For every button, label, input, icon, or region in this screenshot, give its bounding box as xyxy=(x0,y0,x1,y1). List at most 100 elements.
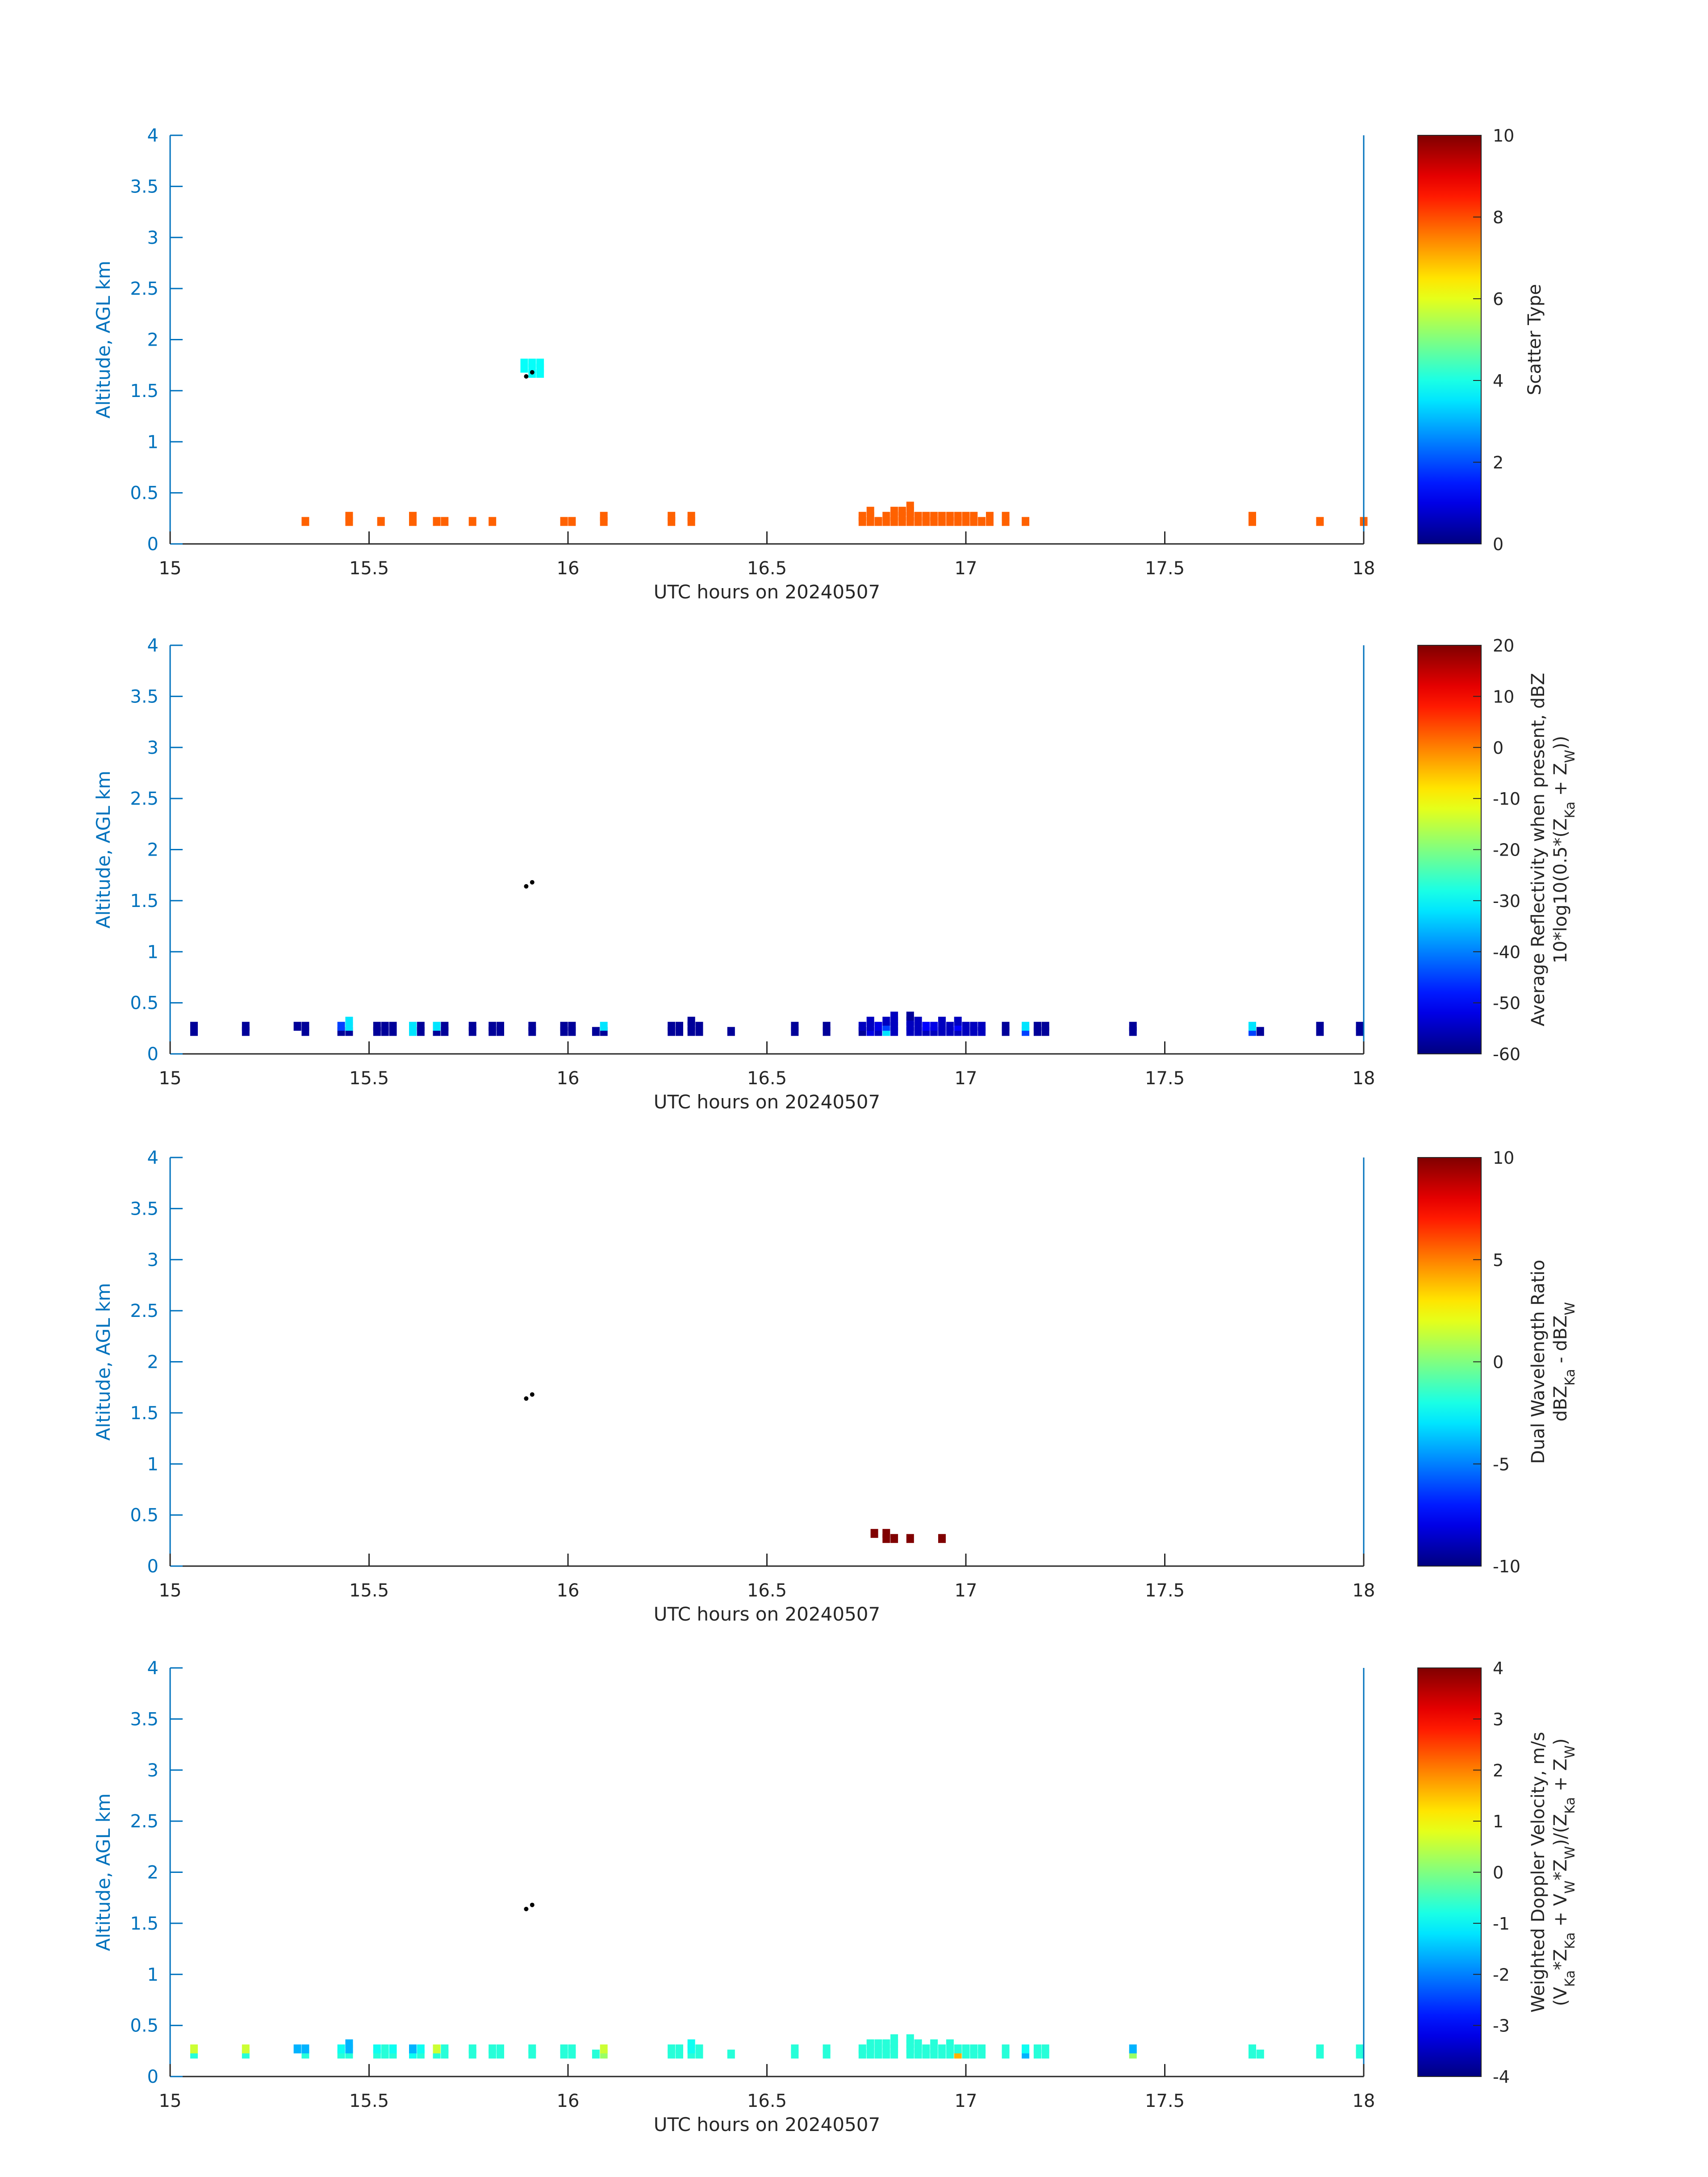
y-tick-label-1: 1 xyxy=(147,942,159,962)
heatmap-cell xyxy=(1041,2044,1049,2054)
heatmap-cells xyxy=(190,2034,1364,2059)
heatmap-cell xyxy=(528,359,536,368)
heatmap-cell xyxy=(389,2044,397,2054)
y-tick-label-3: 3 xyxy=(147,228,159,248)
heatmap-cell xyxy=(882,512,890,521)
heatmap-cell xyxy=(914,512,922,521)
heatmap-cell xyxy=(468,2044,476,2054)
colorbar-tick-label-8: 8 xyxy=(1493,208,1503,227)
y-tick-label-3: 3 xyxy=(147,738,159,758)
colorbar-tick-label-m4: -4 xyxy=(1493,2067,1510,2087)
heatmap-cell xyxy=(906,1534,914,1543)
y-tick-label-1: 1 xyxy=(147,1454,159,1475)
y-tick-label-2: 2 xyxy=(147,330,159,351)
x-tick-label-15: 15 xyxy=(159,558,182,579)
x-tick-label-18: 18 xyxy=(1353,2091,1375,2111)
x-tick-label-15p5: 15.5 xyxy=(349,558,389,579)
x-tick-label-15p5: 15.5 xyxy=(349,1068,389,1089)
heatmap-cell xyxy=(890,2034,898,2043)
y-tick-label-1p5: 1.5 xyxy=(130,1403,159,1424)
colorbar xyxy=(1417,1157,1482,1567)
heatmap-cell xyxy=(962,1022,970,1031)
heatmap-cell xyxy=(600,1022,608,1031)
colorbar-tick-label-m2: -2 xyxy=(1493,1965,1510,1985)
heatmap-cell xyxy=(922,1022,930,1031)
marker-point xyxy=(524,884,529,889)
x-tick-label-18: 18 xyxy=(1353,558,1375,579)
y-axis-label: Altitude, AGL km xyxy=(92,261,114,418)
x-tick-label-15: 15 xyxy=(159,2091,182,2111)
heatmap-cell xyxy=(417,1022,425,1031)
colorbar-tick-label-10: 10 xyxy=(1493,1148,1514,1168)
heatmap-cell xyxy=(1249,512,1256,521)
y-tick-label-1p5: 1.5 xyxy=(130,1914,159,1934)
y-axis-label: Altitude, AGL km xyxy=(92,771,114,928)
colorbar-tick-label-2: 2 xyxy=(1493,453,1503,472)
panel-2: 0 0.5 1 1.5 2 2.5 3 3.5 4 15 15.5 16 16.5 17 17.5 18 UTC… xyxy=(92,635,1578,1113)
heatmap-cell xyxy=(1041,1022,1049,1031)
y-tick-label-3p5: 3.5 xyxy=(130,686,159,707)
colorbar-tick-label-5: 5 xyxy=(1493,1250,1503,1270)
heatmap-cell xyxy=(433,2044,441,2054)
colorbar-tick-label-m10: -10 xyxy=(1493,1557,1520,1576)
x-tick-label-17: 17 xyxy=(955,1068,977,1089)
heatmap-cell xyxy=(600,2044,608,2054)
y-tick-label-2p5: 2.5 xyxy=(130,789,159,809)
y-tick-label-3: 3 xyxy=(147,1250,159,1270)
heatmap-cell xyxy=(823,2044,831,2054)
heatmap-cells xyxy=(301,359,1368,526)
heatmap-cell xyxy=(1022,1022,1030,1031)
y-tick-label-1: 1 xyxy=(147,1964,159,1985)
heatmap-cell xyxy=(301,1022,309,1031)
colorbar-label-line-2: 10*log10(0.5*(ZKa + ZW)) xyxy=(1550,736,1578,964)
heatmap-cell xyxy=(441,517,449,526)
heatmap-cell xyxy=(1256,1027,1264,1036)
y-tick-label-4: 4 xyxy=(147,1658,159,1679)
x-tick-label-16: 16 xyxy=(557,558,580,579)
heatmap-cell xyxy=(337,1022,345,1031)
heatmap-cell xyxy=(791,1022,799,1031)
heatmap-cell xyxy=(568,517,576,526)
heatmap-cell xyxy=(600,512,608,521)
colorbar-tick-label-m5: -5 xyxy=(1493,1454,1510,1474)
panel-1: 0 0.5 1 1.5 2 2.5 3 3.5 4 15 15.5 16 16.5 17 17.5 18 UTC… xyxy=(92,125,1545,603)
panel-4: 0 0.5 1 1.5 2 2.5 3 3.5 4 15 15.5 16 16.5 17 17.5 18 UTC… xyxy=(92,1658,1578,2135)
marker-point xyxy=(530,1392,535,1397)
y-tick-label-1: 1 xyxy=(147,432,159,452)
heatmap-cell xyxy=(373,1022,381,1031)
heatmap-cell xyxy=(890,1534,898,1543)
heatmap-cell xyxy=(377,517,385,526)
heatmap-cell xyxy=(1356,2044,1364,2054)
x-tick-label-16p5: 16.5 xyxy=(747,1580,787,1601)
colorbar-tick-label-m40: -40 xyxy=(1493,942,1520,962)
heatmap-cell xyxy=(190,1022,198,1031)
heatmap-cell xyxy=(1256,2049,1264,2059)
heatmap-cell xyxy=(345,2039,353,2048)
heatmap-cell xyxy=(970,2044,978,2054)
heatmap-cell xyxy=(676,2044,683,2054)
heatmap-cell xyxy=(381,2044,389,2054)
heatmap-cell xyxy=(866,1016,874,1026)
colorbar-label-line-1: Average Reflectivity when present, dBZ xyxy=(1528,673,1549,1026)
panel-3: 0 0.5 1 1.5 2 2.5 3 3.5 4 15 15.5 16 16.5 17 17.5 18 UTC… xyxy=(92,1148,1578,1625)
colorbar-tick-label-0: 0 xyxy=(1493,1863,1503,1883)
colorbar-tick-label-0: 0 xyxy=(1493,1353,1503,1372)
y-tick-label-2p5: 2.5 xyxy=(130,1301,159,1321)
colorbar xyxy=(1417,1667,1482,2077)
x-tick-label-17: 17 xyxy=(955,1580,977,1601)
heatmap-cell xyxy=(823,1022,831,1031)
heatmap-cell xyxy=(930,2039,938,2048)
y-tick-label-0p5: 0.5 xyxy=(130,993,159,1014)
colorbar-label-line-1: Scatter Type xyxy=(1524,284,1545,395)
heatmap-cell xyxy=(874,517,882,526)
colorbar-tick-label-10: 10 xyxy=(1493,687,1514,706)
colorbar-tick-label-m10: -10 xyxy=(1493,789,1520,809)
heatmap-cell xyxy=(345,1016,353,1026)
heatmap-cell xyxy=(946,2039,954,2048)
x-tick-label-16: 16 xyxy=(557,1580,580,1601)
heatmap-cell xyxy=(954,2044,962,2054)
heatmap-cell xyxy=(898,506,906,516)
x-tick-label-15: 15 xyxy=(159,1580,182,1601)
heatmap-cell xyxy=(858,1022,866,1031)
